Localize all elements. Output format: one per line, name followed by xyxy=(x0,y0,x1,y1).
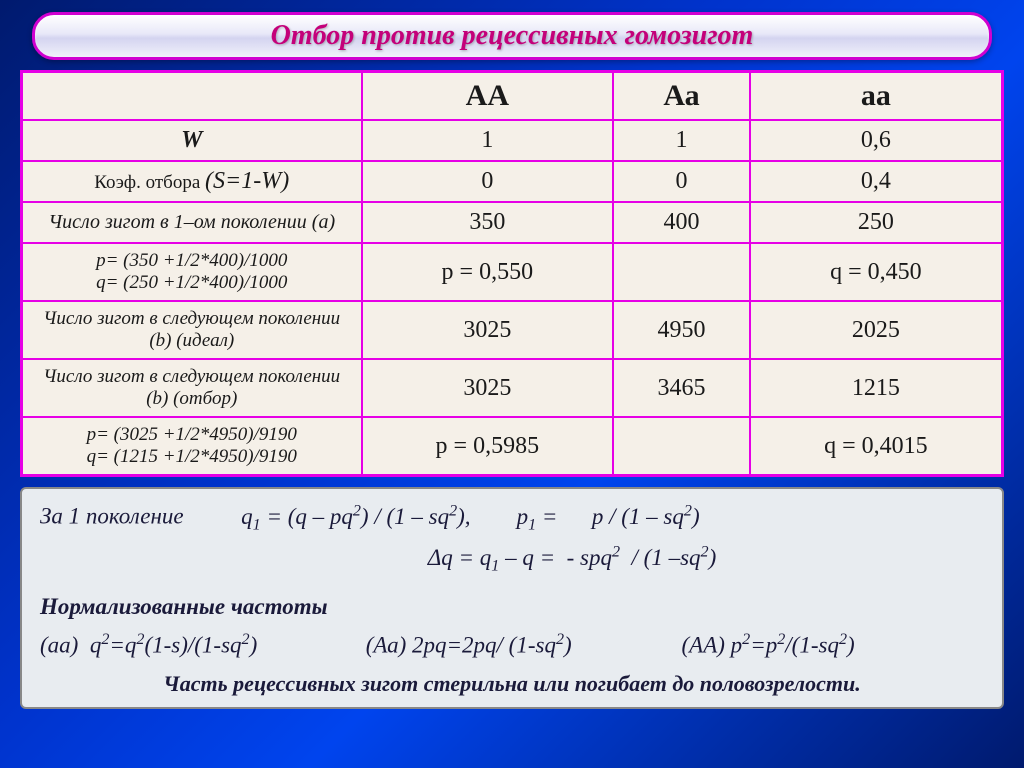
ideal-aa: 2025 xyxy=(750,301,1003,359)
otbor-AA: 3025 xyxy=(362,359,614,417)
page-title: Отбор против рецессивных гомозигот xyxy=(271,20,754,51)
ideal-label: Число зигот в следующем поколении (b) (и… xyxy=(22,301,362,359)
norm-title: Нормализованные частоты xyxy=(40,590,984,623)
pq1-line1: p= (350 +1/2*400)/1000 xyxy=(31,250,353,272)
f1-label: За 1 поколение xyxy=(40,504,184,529)
s-label-pre: Коэф. отбора xyxy=(94,172,205,193)
s-AA: 0 xyxy=(362,161,614,202)
s-label-formula: (S=1-W) xyxy=(205,168,289,194)
row-gen1: Число зигот в 1–ом поколении (а) 350 400… xyxy=(22,202,1003,243)
formula-line1: За 1 поколение q1 = (q – pq2) / (1 – sq2… xyxy=(40,499,984,537)
bottom-statement: Часть рецессивных зигот стерильна или по… xyxy=(40,668,984,700)
norm-Aa: (Аа) 2pq=2pq/ (1-sq2) xyxy=(366,628,676,662)
formula-line2: Δq = q1 – q = - spq2 / (1 –sq2) xyxy=(40,541,984,579)
header-Aa: Аа xyxy=(613,72,750,121)
f1-p: p1 = p / (1 – sq2) xyxy=(517,504,700,529)
s-aa: 0,4 xyxy=(750,161,1003,202)
w-AA: 1 xyxy=(362,120,614,161)
row-w: W 1 1 0,6 xyxy=(22,120,1003,161)
pq2-blank xyxy=(613,417,750,476)
header-aa: аа xyxy=(750,72,1003,121)
otbor-Aa: 3465 xyxy=(613,359,750,417)
row-otbor: Число зигот в следующем поколении (b) (о… xyxy=(22,359,1003,417)
row-ideal: Число зигот в следующем поколении (b) (и… xyxy=(22,301,1003,359)
gen1-label: Число зигот в 1–ом поколении (а) xyxy=(22,202,362,243)
w-Aa: 1 xyxy=(613,120,750,161)
norm-AA: (АА) p2=p2/(1-sq2) xyxy=(682,628,855,662)
gen1-aa: 250 xyxy=(750,202,1003,243)
norm-line: (аa) q2=q2(1-s)/(1-sq2) (Аа) 2pq=2pq/ (1… xyxy=(40,628,984,662)
ideal-AA: 3025 xyxy=(362,301,614,359)
otbor-aa: 1215 xyxy=(750,359,1003,417)
header-blank xyxy=(22,72,362,121)
row-s: Коэф. отбора (S=1-W) 0 0 0,4 xyxy=(22,161,1003,202)
pq1-q: q = 0,450 xyxy=(750,243,1003,301)
pq1-blank xyxy=(613,243,750,301)
header-row: АА Аа аа xyxy=(22,72,1003,121)
gen1-AA: 350 xyxy=(362,202,614,243)
pq2-q: q = 0,4015 xyxy=(750,417,1003,476)
row-pq2: p= (3025 +1/2*4950)/9190 q= (1215 +1/2*4… xyxy=(22,417,1003,476)
title-bar: Отбор против рецессивных гомозигот xyxy=(32,12,992,60)
genotype-table: АА Аа аа W 1 1 0,6 Коэф. отбора (S=1-W) … xyxy=(20,70,1004,477)
header-AA: АА xyxy=(362,72,614,121)
f1-q: q1 = (q – pq2) / (1 – sq2), xyxy=(241,504,470,529)
pq1-p: p = 0,550 xyxy=(362,243,614,301)
pq2-line1: p= (3025 +1/2*4950)/9190 xyxy=(31,424,353,446)
pq2-p: p = 0,5985 xyxy=(362,417,614,476)
s-Aa: 0 xyxy=(613,161,750,202)
norm-aa: (аa) q2=q2(1-s)/(1-sq2) xyxy=(40,628,360,662)
w-aa: 0,6 xyxy=(750,120,1003,161)
gen1-Aa: 400 xyxy=(613,202,750,243)
otbor-label: Число зигот в следующем поколении (b) (о… xyxy=(22,359,362,417)
formula-panel: За 1 поколение q1 = (q – pq2) / (1 – sq2… xyxy=(20,487,1004,709)
pq2-line2: q= (1215 +1/2*4950)/9190 xyxy=(31,446,353,468)
row-pq1: p= (350 +1/2*400)/1000 q= (250 +1/2*400)… xyxy=(22,243,1003,301)
w-label: W xyxy=(181,127,202,153)
ideal-Aa: 4950 xyxy=(613,301,750,359)
pq1-line2: q= (250 +1/2*400)/1000 xyxy=(31,272,353,294)
